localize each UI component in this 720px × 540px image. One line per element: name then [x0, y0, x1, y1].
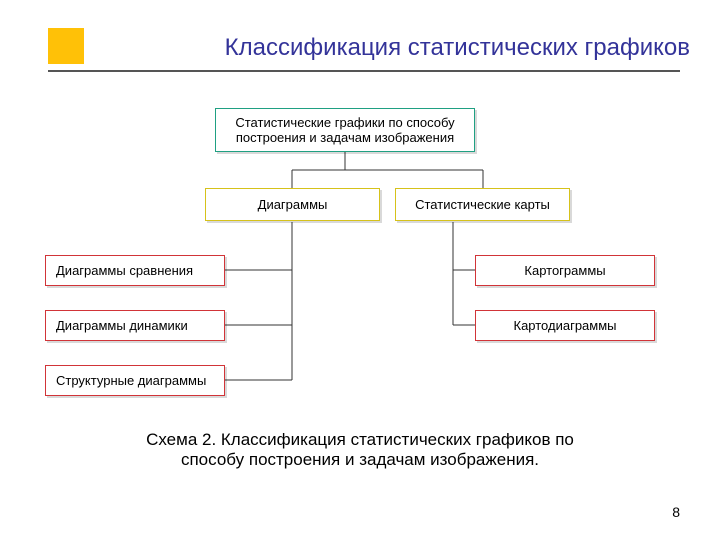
leaf-structural-diagrams: Структурные диаграммы [45, 365, 225, 396]
leaf-cartodiagrams: Картодиаграммы [475, 310, 655, 341]
root-node: Статистические графики по способу постро… [215, 108, 475, 152]
level2-maps: Статистические карты [395, 188, 570, 221]
page-title: Классификация статистических графиков [170, 34, 690, 62]
level2-diagrams: Диаграммы [205, 188, 380, 221]
title-underline [48, 70, 680, 72]
accent-square [48, 28, 84, 64]
leaf-comparison-diagrams: Диаграммы сравнения [45, 255, 225, 286]
page-number: 8 [672, 504, 680, 520]
figure-caption: Схема 2. Классификация статистических гр… [120, 430, 600, 470]
leaf-cartograms: Картограммы [475, 255, 655, 286]
leaf-dynamics-diagrams: Диаграммы динамики [45, 310, 225, 341]
